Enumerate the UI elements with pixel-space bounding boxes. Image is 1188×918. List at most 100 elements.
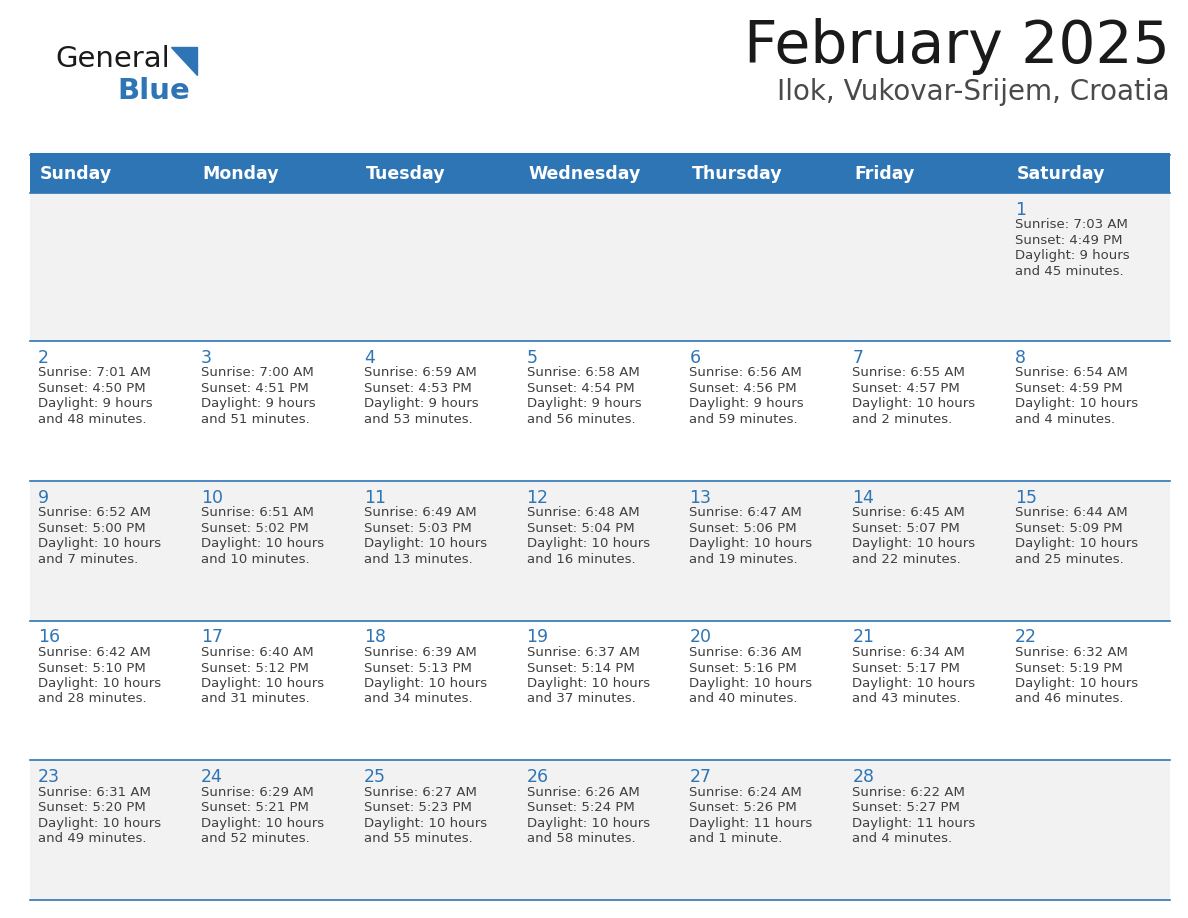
Text: Sunset: 5:27 PM: Sunset: 5:27 PM — [852, 801, 960, 814]
Text: Sunset: 5:17 PM: Sunset: 5:17 PM — [852, 662, 960, 675]
Text: Sunrise: 6:34 AM: Sunrise: 6:34 AM — [852, 646, 965, 659]
Text: Sunrise: 7:03 AM: Sunrise: 7:03 AM — [1015, 218, 1129, 231]
Text: Daylight: 10 hours: Daylight: 10 hours — [526, 537, 650, 550]
Text: Sunday: Sunday — [40, 165, 112, 183]
Text: 20: 20 — [689, 629, 712, 646]
Text: 16: 16 — [38, 629, 61, 646]
Text: Sunset: 5:12 PM: Sunset: 5:12 PM — [201, 662, 309, 675]
Text: Daylight: 10 hours: Daylight: 10 hours — [1015, 397, 1138, 410]
Text: Sunset: 4:51 PM: Sunset: 4:51 PM — [201, 382, 309, 395]
Text: and 40 minutes.: and 40 minutes. — [689, 692, 798, 706]
Polygon shape — [171, 47, 197, 75]
Text: Sunrise: 6:26 AM: Sunrise: 6:26 AM — [526, 786, 639, 799]
Text: Daylight: 10 hours: Daylight: 10 hours — [201, 537, 324, 550]
Text: and 51 minutes.: and 51 minutes. — [201, 413, 310, 426]
Text: Sunset: 5:03 PM: Sunset: 5:03 PM — [364, 521, 472, 535]
Text: Sunset: 5:24 PM: Sunset: 5:24 PM — [526, 801, 634, 814]
Text: Sunset: 5:19 PM: Sunset: 5:19 PM — [1015, 662, 1123, 675]
Text: and 13 minutes.: and 13 minutes. — [364, 553, 473, 565]
Text: Sunrise: 6:56 AM: Sunrise: 6:56 AM — [689, 366, 802, 379]
Text: General: General — [55, 45, 170, 73]
Text: Sunset: 5:00 PM: Sunset: 5:00 PM — [38, 521, 146, 535]
Text: Sunrise: 6:37 AM: Sunrise: 6:37 AM — [526, 646, 639, 659]
Text: 26: 26 — [526, 768, 549, 786]
Text: 19: 19 — [526, 629, 549, 646]
Text: and 59 minutes.: and 59 minutes. — [689, 413, 798, 426]
Text: Blue: Blue — [116, 77, 190, 105]
Text: Daylight: 10 hours: Daylight: 10 hours — [364, 817, 487, 830]
Text: Sunset: 5:02 PM: Sunset: 5:02 PM — [201, 521, 309, 535]
Text: 18: 18 — [364, 629, 386, 646]
Text: Daylight: 10 hours: Daylight: 10 hours — [852, 677, 975, 690]
Text: Saturday: Saturday — [1017, 165, 1106, 183]
Text: Sunrise: 6:52 AM: Sunrise: 6:52 AM — [38, 506, 151, 520]
Text: and 46 minutes.: and 46 minutes. — [1015, 692, 1124, 706]
Text: Sunset: 4:57 PM: Sunset: 4:57 PM — [852, 382, 960, 395]
Text: and 2 minutes.: and 2 minutes. — [852, 413, 953, 426]
Text: Sunset: 4:53 PM: Sunset: 4:53 PM — [364, 382, 472, 395]
Text: Wednesday: Wednesday — [529, 165, 642, 183]
Text: Daylight: 10 hours: Daylight: 10 hours — [1015, 677, 1138, 690]
Text: Sunset: 4:54 PM: Sunset: 4:54 PM — [526, 382, 634, 395]
Bar — [30, 760, 1170, 900]
Text: Sunrise: 6:55 AM: Sunrise: 6:55 AM — [852, 366, 965, 379]
Text: Sunrise: 6:54 AM: Sunrise: 6:54 AM — [1015, 366, 1127, 379]
Text: 10: 10 — [201, 488, 223, 507]
Text: 5: 5 — [526, 349, 538, 367]
Text: 22: 22 — [1015, 629, 1037, 646]
Text: and 28 minutes.: and 28 minutes. — [38, 692, 146, 706]
Text: 8: 8 — [1015, 349, 1026, 367]
Text: Sunset: 5:14 PM: Sunset: 5:14 PM — [526, 662, 634, 675]
Text: Sunset: 4:59 PM: Sunset: 4:59 PM — [1015, 382, 1123, 395]
Text: and 56 minutes.: and 56 minutes. — [526, 413, 636, 426]
Text: Sunset: 5:20 PM: Sunset: 5:20 PM — [38, 801, 146, 814]
Bar — [30, 155, 1170, 193]
Text: 25: 25 — [364, 768, 386, 786]
Text: 28: 28 — [852, 768, 874, 786]
Text: 21: 21 — [852, 629, 874, 646]
Text: 23: 23 — [38, 768, 61, 786]
Text: 1: 1 — [1015, 201, 1026, 219]
Text: and 1 minute.: and 1 minute. — [689, 833, 783, 845]
Text: 7: 7 — [852, 349, 864, 367]
Text: and 10 minutes.: and 10 minutes. — [201, 553, 310, 565]
Text: 4: 4 — [364, 349, 374, 367]
Text: Sunset: 5:16 PM: Sunset: 5:16 PM — [689, 662, 797, 675]
Text: Daylight: 10 hours: Daylight: 10 hours — [689, 537, 813, 550]
Text: and 34 minutes.: and 34 minutes. — [364, 692, 473, 706]
Text: Sunrise: 7:01 AM: Sunrise: 7:01 AM — [38, 366, 151, 379]
Text: Daylight: 10 hours: Daylight: 10 hours — [38, 537, 162, 550]
Text: and 43 minutes.: and 43 minutes. — [852, 692, 961, 706]
Text: and 37 minutes.: and 37 minutes. — [526, 692, 636, 706]
Text: Daylight: 11 hours: Daylight: 11 hours — [852, 817, 975, 830]
Text: Daylight: 10 hours: Daylight: 10 hours — [364, 677, 487, 690]
Text: Sunrise: 6:27 AM: Sunrise: 6:27 AM — [364, 786, 476, 799]
Text: and 4 minutes.: and 4 minutes. — [852, 833, 953, 845]
Text: and 55 minutes.: and 55 minutes. — [364, 833, 473, 845]
Text: Daylight: 9 hours: Daylight: 9 hours — [364, 397, 479, 410]
Text: Sunrise: 6:40 AM: Sunrise: 6:40 AM — [201, 646, 314, 659]
Text: and 19 minutes.: and 19 minutes. — [689, 553, 798, 565]
Text: 27: 27 — [689, 768, 712, 786]
Text: Sunrise: 6:58 AM: Sunrise: 6:58 AM — [526, 366, 639, 379]
Text: Sunrise: 6:32 AM: Sunrise: 6:32 AM — [1015, 646, 1129, 659]
Text: 15: 15 — [1015, 488, 1037, 507]
Text: 14: 14 — [852, 488, 874, 507]
Text: Sunrise: 6:49 AM: Sunrise: 6:49 AM — [364, 506, 476, 520]
Text: and 4 minutes.: and 4 minutes. — [1015, 413, 1116, 426]
Text: 11: 11 — [364, 488, 386, 507]
Text: Friday: Friday — [854, 165, 915, 183]
Text: Tuesday: Tuesday — [366, 165, 446, 183]
Text: Sunrise: 6:45 AM: Sunrise: 6:45 AM — [852, 506, 965, 520]
Text: and 25 minutes.: and 25 minutes. — [1015, 553, 1124, 565]
Text: 13: 13 — [689, 488, 712, 507]
Text: Daylight: 9 hours: Daylight: 9 hours — [201, 397, 316, 410]
Text: 2: 2 — [38, 349, 49, 367]
Text: Sunrise: 6:31 AM: Sunrise: 6:31 AM — [38, 786, 151, 799]
Text: Sunrise: 6:51 AM: Sunrise: 6:51 AM — [201, 506, 314, 520]
Text: Daylight: 9 hours: Daylight: 9 hours — [1015, 250, 1130, 263]
Text: and 52 minutes.: and 52 minutes. — [201, 833, 310, 845]
Text: Daylight: 10 hours: Daylight: 10 hours — [38, 677, 162, 690]
Text: Sunset: 5:13 PM: Sunset: 5:13 PM — [364, 662, 472, 675]
Text: Daylight: 9 hours: Daylight: 9 hours — [526, 397, 642, 410]
